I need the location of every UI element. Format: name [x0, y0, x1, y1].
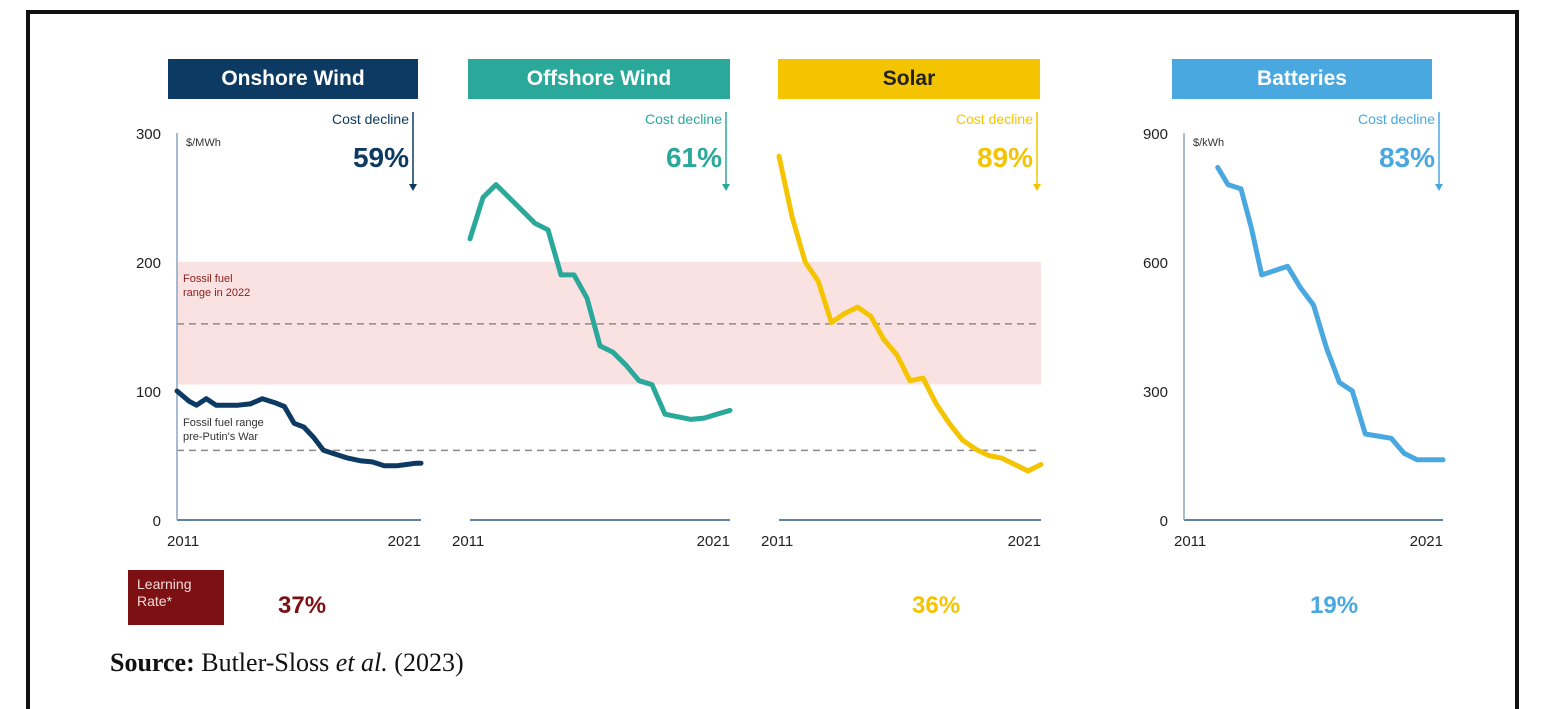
offshore-cost-decline-value: 61%	[666, 142, 722, 173]
onshore-cost-decline-label: Cost decline	[332, 111, 409, 127]
offshore-x-tick-end: 2021	[697, 533, 730, 550]
solar-cost-decline-label: Cost decline	[956, 111, 1033, 127]
header-offshore: Offshore Wind	[468, 59, 730, 99]
solar-series-line	[776, 153, 1044, 474]
onshore-cost-decline-value: 59%	[353, 142, 409, 173]
source-etal: et al.	[335, 648, 388, 677]
source-citation: Source: Butler-Sloss et al. (2023)	[110, 648, 464, 678]
learning-rate-batteries: 19%	[1310, 592, 1359, 619]
solar-x-tick-start: 2011	[761, 533, 793, 550]
header-solar: Solar	[778, 59, 1040, 99]
learning-rate-solar: 36%	[912, 592, 961, 619]
solar-cost-decline-arrow-head	[1033, 184, 1041, 191]
batteries-y-tick-label: 300	[1143, 384, 1168, 401]
onshore-x-tick-end: 2021	[388, 533, 421, 550]
onshore-x-tick-start: 2011	[167, 533, 199, 550]
batteries-series-line	[1215, 164, 1446, 463]
figure-frame	[26, 10, 1519, 709]
onshore-y-axis-label: $/MWh	[186, 137, 221, 149]
annotation-fossil-pre: pre-Putin's War	[183, 431, 258, 443]
onshore-series-line	[174, 388, 424, 469]
batteries-y-tick-label: 0	[1160, 513, 1168, 530]
solar-x-tick-end: 2021	[1008, 533, 1041, 550]
onshore-y-tick-label: 0	[153, 513, 161, 530]
header-batteries: Batteries	[1172, 59, 1432, 99]
source-authors: Butler-Sloss	[201, 648, 330, 677]
header-onshore: Onshore Wind	[168, 59, 418, 99]
solar-cost-decline-value: 89%	[977, 142, 1033, 173]
batteries-y-axis-label: $/kWh	[1193, 137, 1224, 149]
learning-rate-onshore: 37%	[278, 592, 327, 619]
onshore-cost-decline-arrow-head	[409, 184, 417, 191]
offshore-series-line	[467, 182, 733, 422]
offshore-cost-decline-arrow-head	[722, 184, 730, 191]
annotation-fossil-pre: Fossil fuel range	[183, 417, 264, 429]
batteries-cost-decline-label: Cost decline	[1358, 111, 1435, 127]
offshore-cost-decline-label: Cost decline	[645, 111, 722, 127]
source-year: (2023)	[394, 648, 464, 677]
batteries-y-tick-label: 900	[1143, 126, 1168, 143]
annotation-fossil-2022: range in 2022	[183, 287, 250, 299]
onshore-y-tick-label: 200	[136, 255, 161, 272]
batteries-cost-decline-value: 83%	[1379, 142, 1435, 173]
batteries-y-tick-label: 600	[1143, 255, 1168, 272]
learning-rate-label: Learning Rate*	[128, 570, 224, 625]
batteries-x-tick-end: 2021	[1410, 533, 1443, 550]
offshore-x-tick-start: 2011	[452, 533, 484, 550]
annotation-fossil-2022: Fossil fuel	[183, 273, 233, 285]
onshore-y-tick-label: 100	[136, 384, 161, 401]
batteries-cost-decline-arrow-head	[1435, 184, 1443, 191]
batteries-x-tick-start: 2011	[1174, 533, 1206, 550]
onshore-y-tick-label: 300	[136, 126, 161, 143]
source-label: Source:	[110, 648, 195, 677]
